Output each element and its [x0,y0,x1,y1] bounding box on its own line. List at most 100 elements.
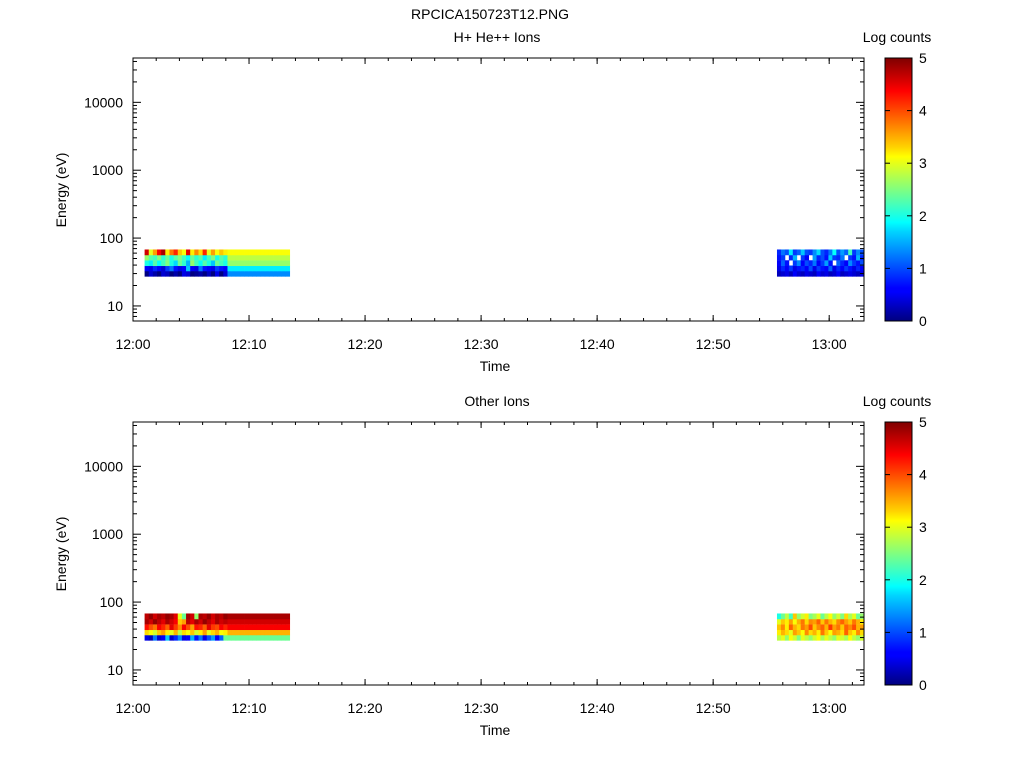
heatmap-cell [198,629,204,636]
heatmap-cell [165,624,170,631]
panel-2-title: Other Ions [464,393,529,409]
heatmap-cell [144,613,150,620]
heatmap-cell [860,254,865,261]
heatmap-cell [860,624,865,631]
heatmap-cell [157,634,162,641]
heatmap-cell [848,618,853,625]
heatmap-cell [235,249,241,256]
colorbar-tick-label: 4 [919,467,927,483]
heatmap-cell [268,270,274,277]
heatmap-cell [844,260,849,267]
heatmap-cell [828,254,833,261]
heatmap-cell [844,249,849,256]
y-tick-label: 10 [107,662,123,678]
heatmap-cell [816,254,821,261]
heatmap-cell [860,260,865,267]
heatmap-cell [186,634,191,641]
heatmap-cell [190,265,195,272]
heatmap-cell [194,624,199,631]
heatmap-cell [788,629,794,636]
heatmap-cell [277,260,282,267]
heatmap-cell [169,613,175,620]
heatmap-cell [223,613,228,620]
heatmap-cell [202,265,208,272]
heatmap-cell [165,618,170,625]
heatmap-cell [161,613,166,620]
heatmap-cell [820,624,825,631]
heatmap-cell [210,629,216,636]
heatmap-cell [264,624,270,631]
heatmap-cell [252,265,257,272]
heatmap-cell [816,634,821,641]
heatmap-cell [273,634,278,641]
heatmap-cell [848,270,853,277]
heatmap-cell [252,254,257,261]
heatmap-cell [173,613,179,620]
heatmap-cell [152,265,158,272]
heatmap-cell [852,270,857,277]
heatmap-cell [256,260,262,267]
heatmap-cell [206,270,212,277]
heatmap-cell [812,613,817,620]
heatmap-cell [824,270,829,277]
heatmap-cell [812,249,817,256]
colorbar-tick-label: 3 [919,155,927,171]
heatmap-cell [828,634,833,641]
heatmap-cell [840,249,845,256]
heatmap-cell [828,624,833,631]
heatmap-cell [281,260,286,267]
heatmap-cell [231,634,237,641]
heatmap-cell [210,260,216,267]
heatmap-cell [808,629,813,636]
heatmap-cell [816,260,821,267]
heatmap-cell [148,613,154,620]
heatmap-cell [848,629,853,636]
heatmap-cell [198,624,204,631]
heatmap-cell [198,270,204,277]
heatmap-cell [776,613,782,620]
heatmap-cell [248,613,253,620]
y-tick-label: 100 [100,594,124,610]
heatmap-cell [792,254,798,261]
heatmap-cell [780,629,786,636]
heatmap-cell [235,270,241,277]
heatmap-cell [856,270,861,277]
heatmap-cell [285,249,291,256]
heatmap-cell [206,629,212,636]
heatmap-cell [281,634,286,641]
heatmap-cell [235,254,241,261]
heatmap-cell [161,629,166,636]
heatmap-cell [856,618,861,625]
heatmap-cell [264,260,270,267]
heatmap-cell [210,613,216,620]
heatmap-cell [215,629,220,636]
heatmap-cell [796,624,802,631]
heatmap-cell [264,629,270,636]
x-tick-label: 12:30 [464,700,499,716]
x-tick-label: 13:00 [812,336,847,352]
heatmap-cell [264,634,270,641]
heatmap-cell [840,618,845,625]
heatmap-cell [285,254,291,261]
heatmap-cell [235,265,241,272]
heatmap-cell [202,618,208,625]
heatmap-cell [780,270,786,277]
heatmap-cell [784,634,790,641]
heatmap-cell [792,613,798,620]
x-tick-label: 12:20 [348,700,383,716]
heatmap-cell [264,613,270,620]
heatmap-cell [792,629,798,636]
heatmap-cell [227,260,233,267]
heatmap-cell [808,618,813,625]
heatmap-cell [173,254,179,261]
x-tick-label: 12:40 [580,700,615,716]
heatmap-cell [227,634,233,641]
heatmap-cell [252,260,257,267]
heatmap-cell [177,613,183,620]
heatmap-cell [239,265,245,272]
heatmap-cell [144,624,150,631]
heatmap-cell [169,270,175,277]
heatmap-cell [248,634,253,641]
heatmap-cell [244,265,249,272]
heatmap-cell [231,624,237,631]
